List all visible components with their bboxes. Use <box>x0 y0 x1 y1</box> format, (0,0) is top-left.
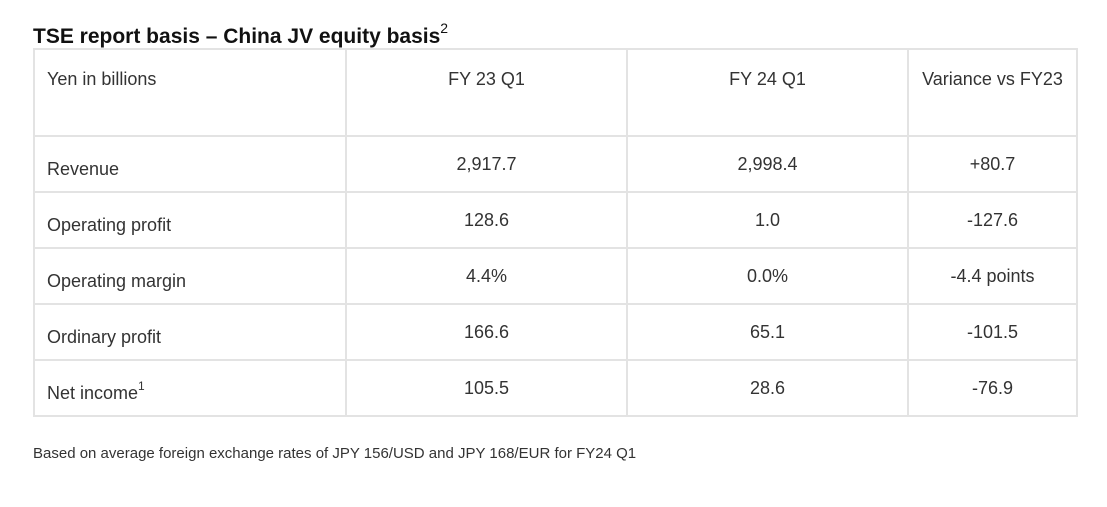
cell-fy23-q1: 105.5 <box>345 359 628 417</box>
row-label-footnote-ref: 1 <box>138 379 145 393</box>
cell-fy23-q1: 2,917.7 <box>345 135 628 193</box>
table-row: Net income1 105.5 28.6 -76.9 <box>33 359 1078 417</box>
financial-table: Yen in billions FY 23 Q1 FY 24 Q1 Varian… <box>33 48 1078 417</box>
cell-fy23-q1: 128.6 <box>345 191 628 249</box>
table-title-text: TSE report basis – China JV equity basis <box>33 25 441 48</box>
table-row: Operating profit 128.6 1.0 -127.6 <box>33 191 1078 249</box>
row-label: Operating profit <box>33 191 347 249</box>
row-label: Net income1 <box>33 359 347 417</box>
row-label-text: Operating profit <box>47 215 172 235</box>
row-label-text: Revenue <box>47 159 120 179</box>
exchange-rate-footnote: Based on average foreign exchange rates … <box>33 445 637 462</box>
cell-fy24-q1: 2,998.4 <box>626 135 909 193</box>
table-title-footnote-ref: 2 <box>440 20 449 36</box>
row-label-text: Ordinary profit <box>47 327 162 347</box>
table-title: TSE report basis – China JV equity basis… <box>33 14 1078 48</box>
header-unit: Yen in billions <box>33 48 347 137</box>
cell-variance: -76.9 <box>907 359 1078 417</box>
table-row: Operating margin 4.4% 0.0% -4.4 points <box>33 247 1078 305</box>
row-label-text: Net income <box>47 383 139 403</box>
report-section: TSE report basis – China JV equity basis… <box>33 14 1078 462</box>
row-label-text: Operating margin <box>47 271 187 291</box>
cell-fy23-q1: 4.4% <box>345 247 628 305</box>
cell-fy24-q1: 0.0% <box>626 247 909 305</box>
header-fy24-q1: FY 24 Q1 <box>626 48 909 137</box>
cell-fy24-q1: 1.0 <box>626 191 909 249</box>
cell-variance: -4.4 points <box>907 247 1078 305</box>
row-label: Operating margin <box>33 247 347 305</box>
cell-fy23-q1: 166.6 <box>345 303 628 361</box>
table-row: Ordinary profit 166.6 65.1 -101.5 <box>33 303 1078 361</box>
header-variance: Variance vs FY23 <box>907 48 1078 137</box>
cell-variance: +80.7 <box>907 135 1078 193</box>
row-label: Revenue <box>33 135 347 193</box>
table-row: Revenue 2,917.7 2,998.4 +80.7 <box>33 135 1078 193</box>
cell-fy24-q1: 28.6 <box>626 359 909 417</box>
row-label: Ordinary profit <box>33 303 347 361</box>
cell-variance: -127.6 <box>907 191 1078 249</box>
header-fy23-q1: FY 23 Q1 <box>345 48 628 137</box>
cell-variance: -101.5 <box>907 303 1078 361</box>
table-header-row: Yen in billions FY 23 Q1 FY 24 Q1 Varian… <box>33 48 1078 137</box>
cell-fy24-q1: 65.1 <box>626 303 909 361</box>
